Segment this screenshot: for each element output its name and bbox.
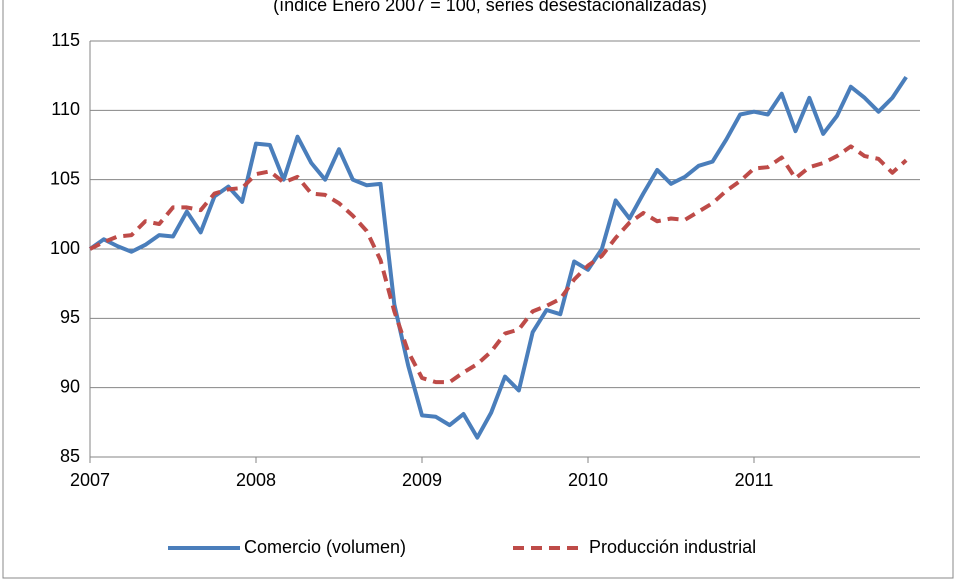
x-tick-label: 2011 xyxy=(735,470,774,490)
legend-label: Producción industrial xyxy=(589,537,756,557)
y-tick-label: 115 xyxy=(51,30,80,50)
series-line xyxy=(89,144,908,385)
y-tick-label: 95 xyxy=(60,307,80,327)
y-tick-label: 85 xyxy=(60,446,80,466)
y-tick-label: 110 xyxy=(51,99,80,119)
legend-label: Comercio (volumen) xyxy=(244,537,406,557)
x-tick-label: 2007 xyxy=(70,470,110,490)
series-line xyxy=(88,75,908,440)
chart-subtitle: (índice Enero 2007 = 100, series desesta… xyxy=(273,0,707,15)
y-tick-label: 90 xyxy=(60,376,80,396)
y-tick-label: 100 xyxy=(50,238,80,258)
y-tick-label: 105 xyxy=(50,168,80,188)
x-tick-label: 2009 xyxy=(402,470,442,490)
x-tick-label: 2008 xyxy=(236,470,276,490)
x-tick-label: 2010 xyxy=(568,470,608,490)
